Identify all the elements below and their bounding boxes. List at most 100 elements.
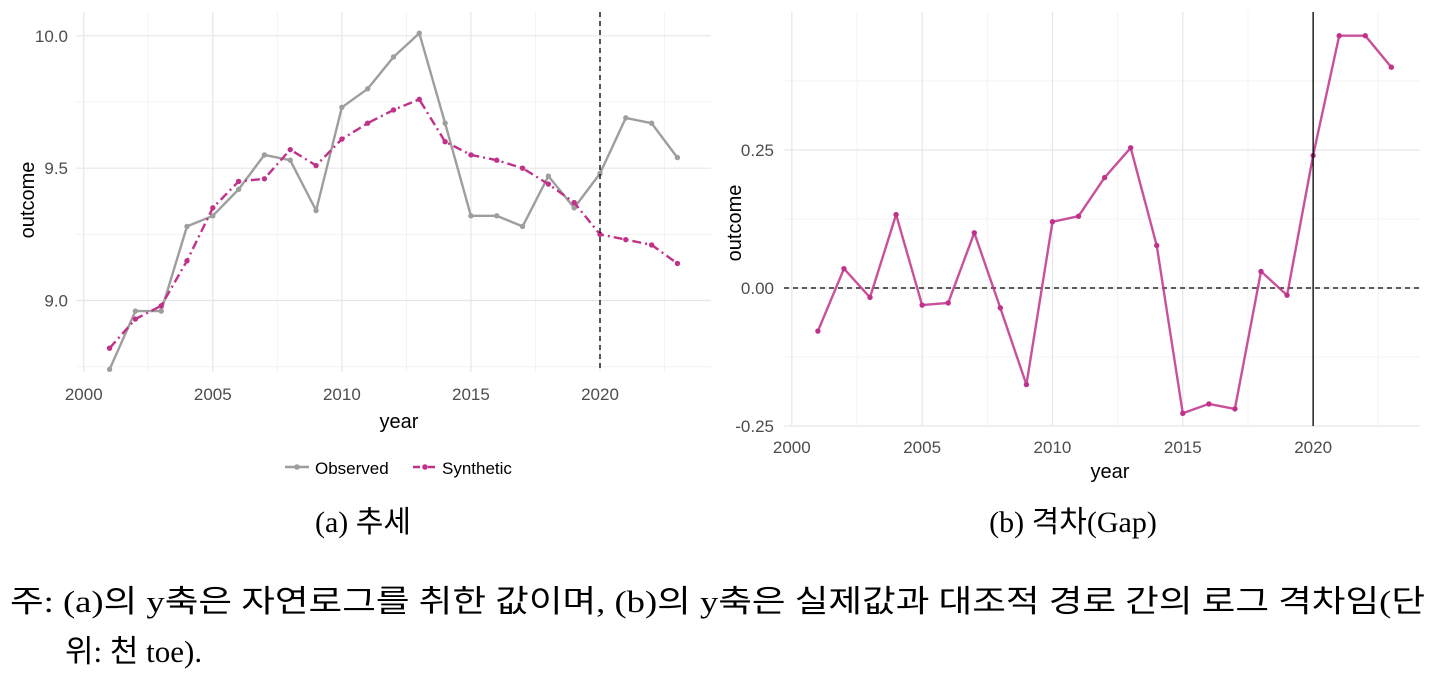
trend-grid xyxy=(76,12,711,372)
gap-gap-point xyxy=(1232,406,1238,412)
gap-caption: (b) 격차(Gap) xyxy=(989,506,1157,539)
trend-y-axis-title: outcome xyxy=(17,162,39,239)
trend-synthetic-point xyxy=(364,120,371,126)
trend-legend: Observed Synthetic xyxy=(285,459,512,478)
trend-observed-point xyxy=(364,86,371,92)
trend-observed-point xyxy=(442,120,448,126)
trend-lines xyxy=(106,12,681,373)
trend-synthetic-point xyxy=(648,242,655,248)
figure-note-line-1: 주: (a)의 y축은 자연로그를 취한 값이며, (b)의 y축은 실제값과 … xyxy=(10,584,1425,619)
gap-gap-point xyxy=(997,305,1004,311)
gap-chart: 2000 2005 2010 2015 2020 -0.25 0.00 0.25 year o… xyxy=(724,12,1420,539)
trend-observed-point xyxy=(519,223,526,230)
gap-lines xyxy=(784,12,1420,426)
trend-observed-point xyxy=(158,308,164,314)
gap-gap-point xyxy=(919,302,925,308)
trend-synthetic-point xyxy=(132,316,139,322)
trend-observed-point xyxy=(132,308,139,314)
gap-gap-point xyxy=(1127,145,1134,151)
trend-observed-point xyxy=(468,213,474,219)
trend-observed-point xyxy=(648,120,655,126)
gap-gap-point xyxy=(1284,292,1290,298)
trend-observed-line xyxy=(108,32,679,370)
gap-gap-point xyxy=(1154,242,1160,249)
gap-x-axis-title: year xyxy=(1091,461,1130,483)
legend-synthetic-marker xyxy=(422,464,428,470)
trend-chart: 2000 2005 2010 2015 2020 9.0 9.5 10.0 year outc… xyxy=(17,12,711,539)
trend-synthetic-point xyxy=(571,199,577,206)
trend-observed-point xyxy=(184,223,190,230)
trend-x-tick-label: 2015 xyxy=(452,385,490,404)
trend-synthetic-point xyxy=(339,136,345,142)
gap-gap-point xyxy=(1049,219,1056,225)
trend-synthetic-point xyxy=(287,146,293,153)
gap-y-axis-title: outcome xyxy=(724,185,746,262)
trend-caption: (a) 추세 xyxy=(315,506,411,539)
trend-observed-point xyxy=(390,54,397,60)
trend-synthetic-point xyxy=(184,258,190,264)
gap-x-tick-label: 2000 xyxy=(773,438,811,457)
trend-observed-point xyxy=(416,30,423,36)
gap-x-tick-label: 2015 xyxy=(1164,438,1202,457)
trend-synthetic-point xyxy=(390,107,397,113)
gap-gap-point xyxy=(1388,64,1395,70)
trend-x-tick-label: 2020 xyxy=(581,385,619,404)
trend-observed-point xyxy=(597,170,603,177)
trend-synthetic-point xyxy=(545,181,552,187)
figure-note-line-2: 위: 천 toe). xyxy=(65,634,202,669)
trend-synthetic-point xyxy=(210,205,216,211)
gap-gap-point xyxy=(893,211,899,218)
trend-y-tick-label: 9.0 xyxy=(44,292,68,311)
gap-y-tick-label: 0.00 xyxy=(741,279,774,298)
trend-synthetic-point xyxy=(674,260,681,267)
gap-gap-point xyxy=(815,328,821,334)
trend-synthetic-point xyxy=(597,231,603,238)
gap-grid xyxy=(784,12,1420,427)
trend-x-tick-label: 2000 xyxy=(65,385,103,404)
gap-x-tick-label: 2010 xyxy=(1034,438,1072,457)
gap-gap-point xyxy=(971,230,977,236)
gap-gap-point xyxy=(867,294,873,301)
gap-gap-point xyxy=(1075,213,1082,219)
gap-gap-point xyxy=(1258,268,1264,275)
trend-observed-point xyxy=(313,207,319,214)
trend-observed-point xyxy=(210,213,216,219)
trend-synthetic-point xyxy=(158,303,164,309)
gap-y-tick-label: -0.25 xyxy=(735,417,774,436)
trend-observed-point xyxy=(106,366,113,373)
trend-observed-point xyxy=(545,173,552,179)
trend-synthetic-point xyxy=(468,152,474,158)
trend-observed-point xyxy=(494,213,500,219)
legend-observed-label: Observed xyxy=(315,459,389,478)
gap-gap-point xyxy=(1180,410,1186,417)
trend-x-axis-title: year xyxy=(380,411,419,433)
trend-synthetic-point xyxy=(106,345,113,351)
gap-gap-point xyxy=(1101,174,1108,181)
trend-observed-point xyxy=(261,152,268,158)
trend-synthetic-point xyxy=(235,178,242,185)
trend-y-tick-label: 9.5 xyxy=(44,159,68,178)
trend-synthetic-point xyxy=(623,236,629,243)
trend-observed-point xyxy=(571,205,577,211)
gap-gap-point xyxy=(1362,33,1368,39)
trend-synthetic-point xyxy=(416,96,423,103)
gap-x-tick-label: 2020 xyxy=(1294,438,1332,457)
gap-x-tick-label: 2005 xyxy=(903,438,941,457)
gap-y-tick-label: 0.25 xyxy=(741,141,774,160)
trend-synthetic-point xyxy=(494,157,500,163)
gap-gap-point xyxy=(1336,33,1342,39)
trend-x-tick-label: 2010 xyxy=(323,385,361,404)
trend-y-tick-label: 10.0 xyxy=(35,27,68,46)
trend-observed-point xyxy=(339,104,345,110)
gap-gap-point xyxy=(841,265,847,272)
gap-ticks: 2000 2005 2010 2015 2020 -0.25 0.00 0.25 xyxy=(735,141,1332,457)
trend-x-tick-label: 2005 xyxy=(194,385,232,404)
trend-synthetic-point xyxy=(261,176,268,182)
trend-observed-point xyxy=(235,186,242,193)
trend-synthetic-point xyxy=(442,139,448,145)
trend-observed-point xyxy=(623,115,629,121)
legend-synthetic-label: Synthetic xyxy=(442,459,512,478)
trend-synthetic-point xyxy=(519,165,526,171)
trend-observed-point xyxy=(674,154,681,161)
